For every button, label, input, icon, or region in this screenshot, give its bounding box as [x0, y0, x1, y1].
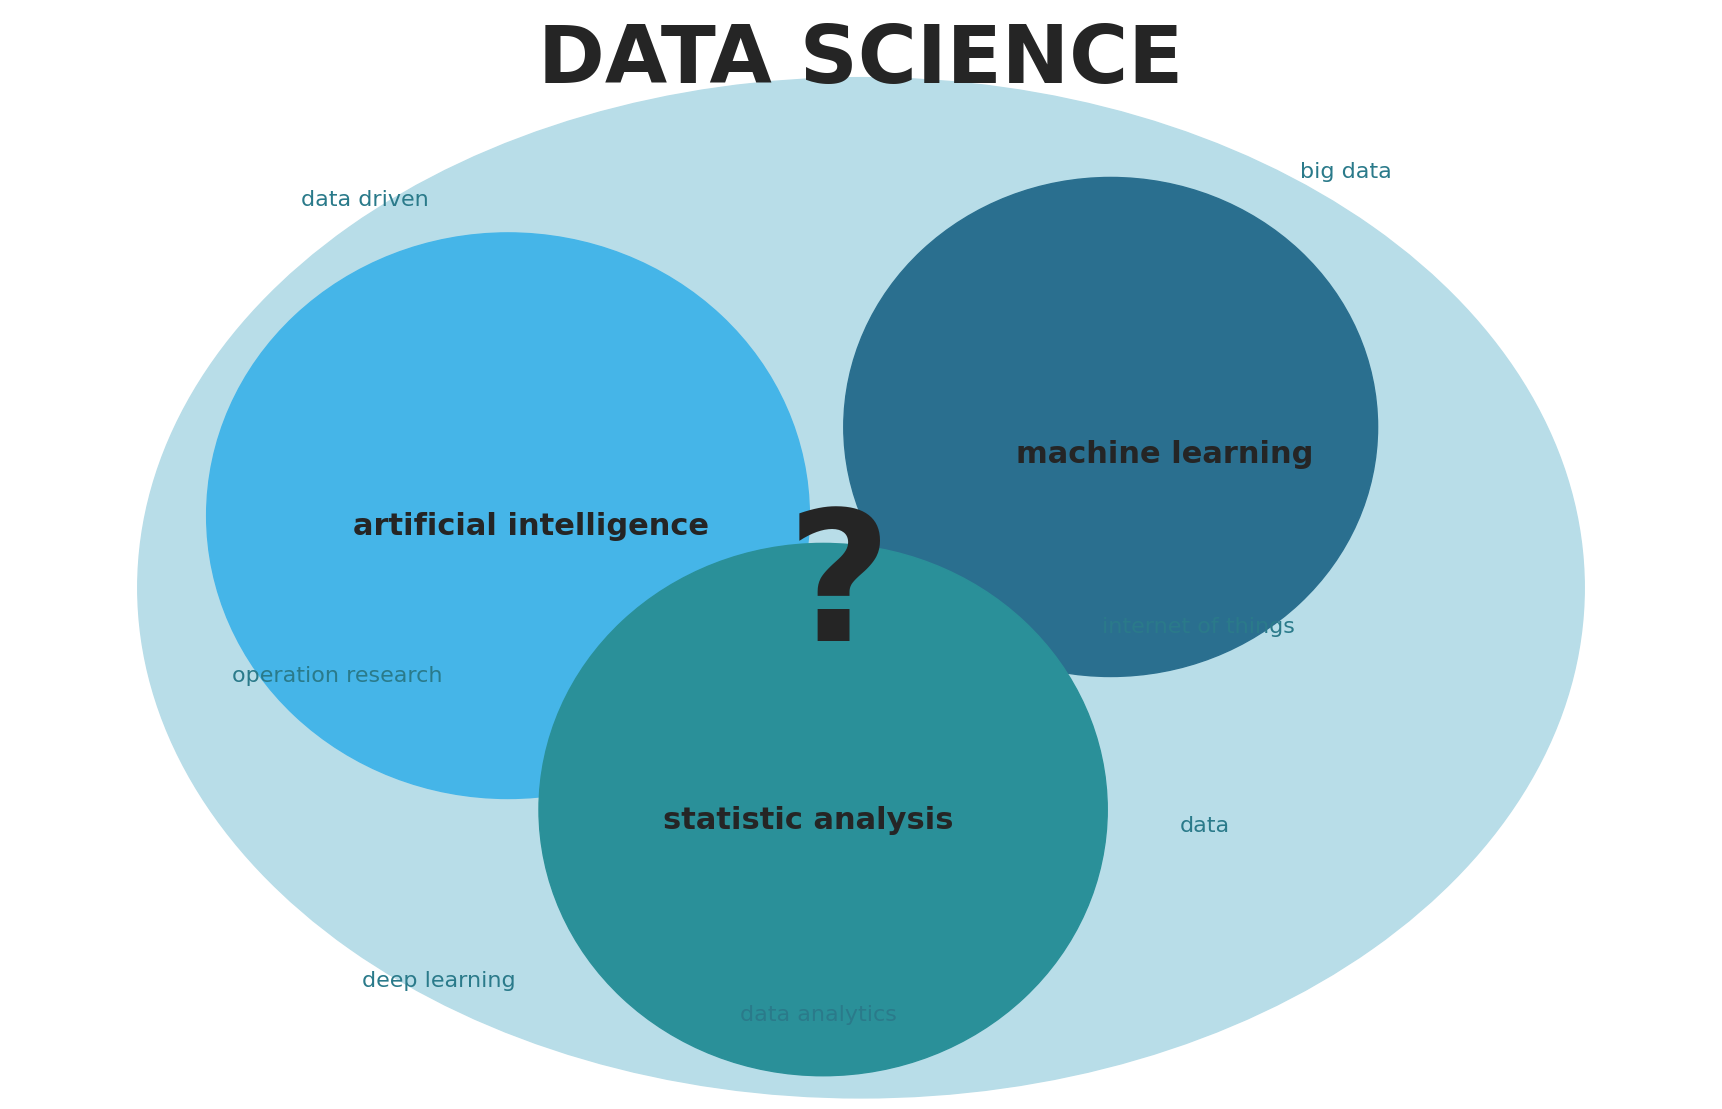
Ellipse shape [138, 78, 1584, 1098]
Text: data driven: data driven [301, 190, 429, 210]
Text: ?: ? [787, 503, 890, 679]
Text: DATA SCIENCE: DATA SCIENCE [539, 22, 1183, 100]
Text: internet of things: internet of things [1102, 617, 1295, 637]
Text: deep learning: deep learning [362, 971, 515, 991]
Ellipse shape [844, 177, 1378, 676]
Text: big data: big data [1300, 162, 1391, 182]
Ellipse shape [207, 233, 809, 798]
Text: data analytics: data analytics [740, 1005, 897, 1025]
Ellipse shape [539, 543, 1107, 1076]
Text: statistic analysis: statistic analysis [663, 806, 954, 835]
Text: operation research: operation research [232, 667, 443, 686]
Text: data: data [1180, 816, 1230, 836]
Text: machine learning: machine learning [1016, 440, 1314, 469]
Text: artificial intelligence: artificial intelligence [353, 512, 709, 541]
